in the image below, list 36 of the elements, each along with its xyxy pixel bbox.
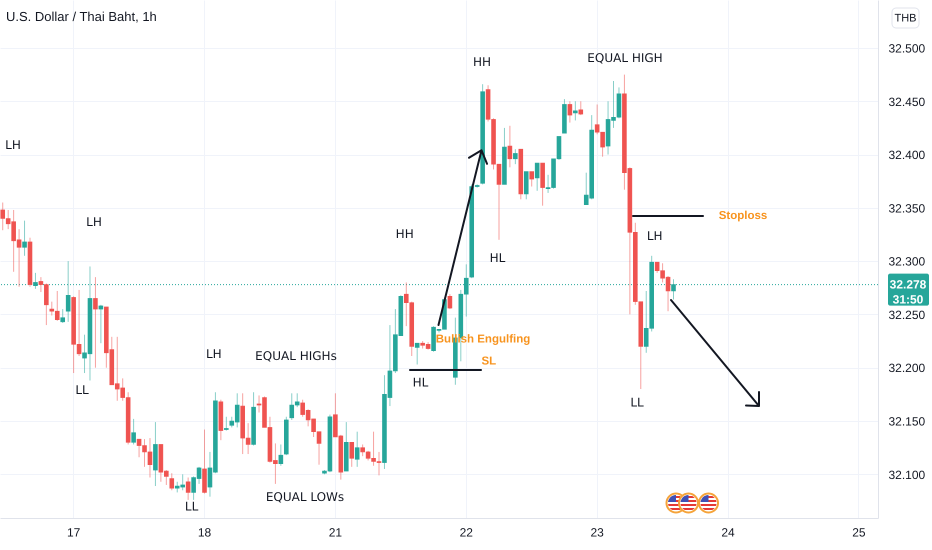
annotation: LH: [86, 215, 102, 229]
text: 31:50: [892, 292, 924, 307]
x-tick-label: 24: [721, 526, 736, 540]
annotation: LH: [5, 138, 21, 152]
annotation: LL: [630, 396, 644, 410]
y-tick-label: 32.500: [888, 41, 926, 56]
y-tick-label: 32.350: [888, 201, 926, 216]
annotation: HL: [412, 376, 429, 390]
y-tick-label: 32.200: [888, 361, 926, 376]
y-tick-label: 32.100: [888, 468, 926, 482]
y-axis-title: THB: [894, 12, 916, 24]
annotation: LH: [646, 229, 663, 243]
y-tick-label: 32.150: [888, 414, 926, 429]
x-tick-label: 23: [590, 526, 604, 540]
annotation: LL: [75, 383, 89, 397]
annotation: LH: [206, 347, 222, 361]
x-tick-label: 18: [198, 526, 212, 540]
x-tick-label: 17: [66, 526, 81, 540]
text: U.S. Dollar / Thai Baht, 1h: [6, 9, 157, 24]
y-tick-label: 32.300: [888, 254, 926, 269]
y-tick-label: 32.400: [888, 148, 926, 162]
annotation: EQUAL HIGH: [587, 51, 663, 65]
annotation: HH: [472, 55, 492, 69]
annotation: EQUAL HIGHs: [255, 349, 337, 363]
x-tick-label: 25: [852, 526, 866, 540]
x-tick-label: 22: [460, 526, 474, 540]
annotation: EQUAL LOWs: [266, 490, 344, 504]
annotation: SL: [481, 356, 496, 368]
ref-line-label: 32.278: [890, 278, 927, 292]
annotation: HH: [396, 227, 414, 241]
y-tick-label: 32.250: [888, 308, 926, 322]
x-tick-label: 21: [328, 526, 342, 540]
annotation: Stoploss: [718, 210, 768, 222]
annotation: HL: [490, 251, 506, 265]
y-tick-label: 32.450: [888, 94, 926, 109]
annotation: LL: [184, 500, 199, 514]
